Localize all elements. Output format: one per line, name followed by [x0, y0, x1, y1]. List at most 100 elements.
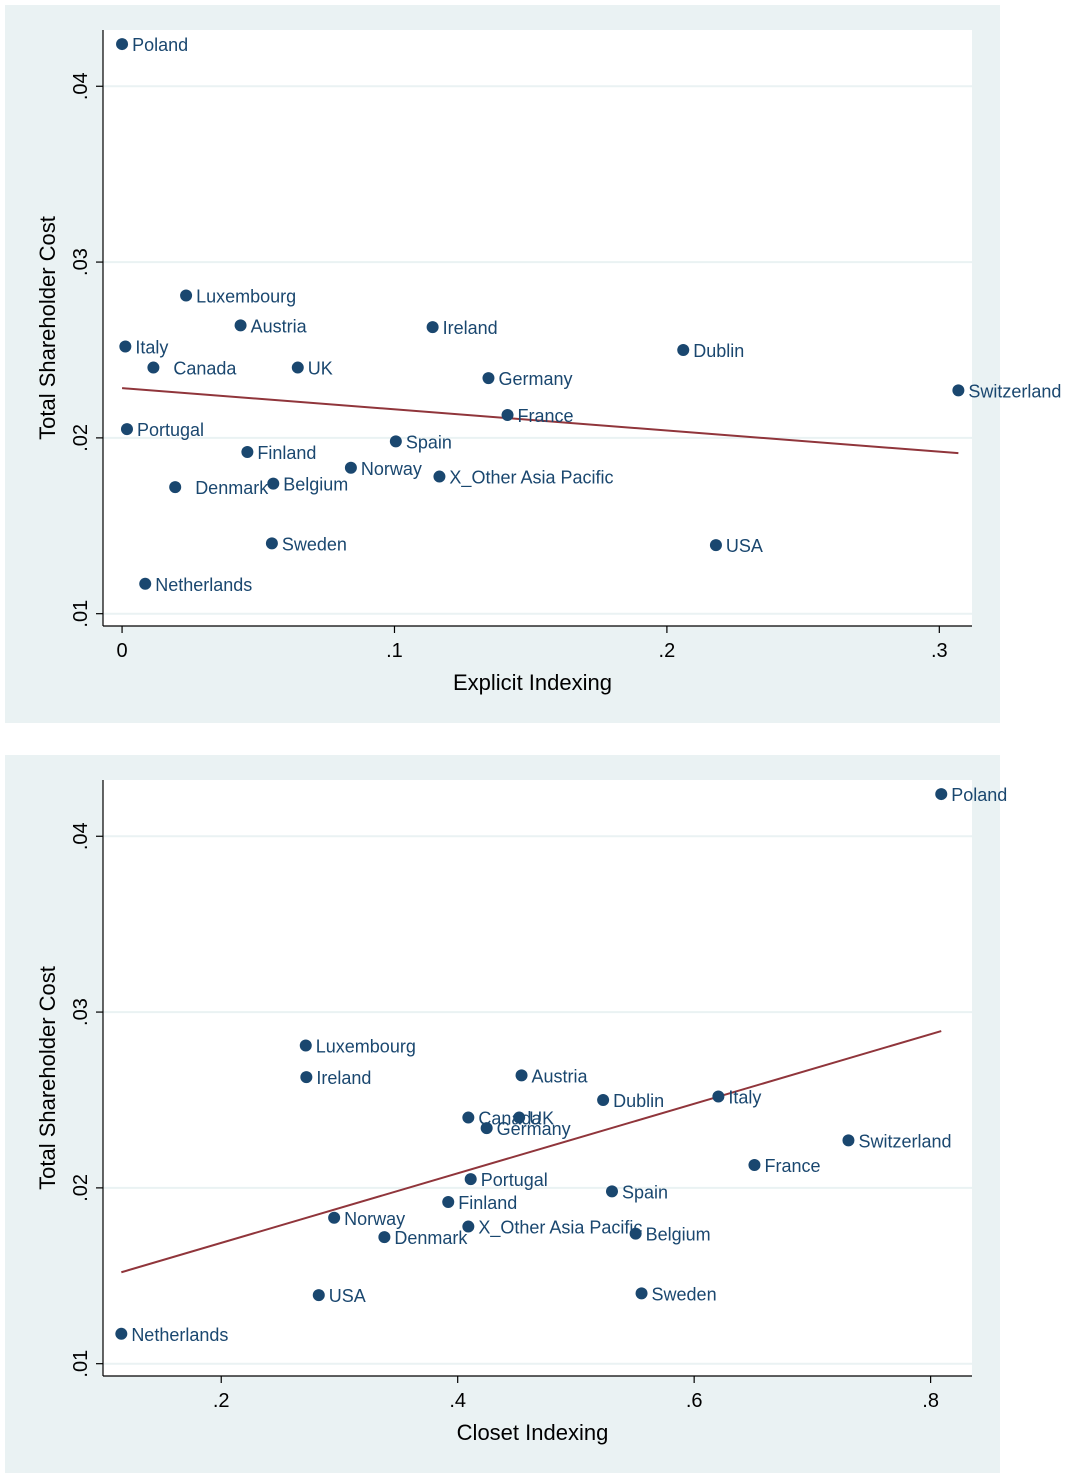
point-label: Ireland — [316, 1068, 371, 1088]
data-point — [433, 470, 446, 483]
point-label: X_Other Asia Pacific — [478, 1218, 642, 1239]
data-point — [267, 477, 280, 490]
plot-area — [103, 30, 972, 626]
data-point — [180, 289, 193, 302]
y-tick-label: .04 — [70, 72, 92, 100]
data-point — [709, 539, 722, 552]
point-label: Italy — [728, 1087, 761, 1107]
x-tick-label: .8 — [922, 1390, 939, 1412]
data-point — [300, 1071, 313, 1084]
point-label: Luxembourg — [196, 286, 296, 306]
data-point — [482, 372, 495, 385]
data-point — [462, 1220, 475, 1233]
point-label: Finland — [257, 443, 316, 463]
point-label: Ireland — [443, 318, 498, 338]
data-point — [952, 384, 965, 397]
point-label: Germany — [497, 1119, 571, 1139]
data-point — [116, 38, 129, 51]
data-point — [501, 409, 514, 422]
data-point — [328, 1211, 341, 1224]
data-point — [291, 361, 304, 374]
point-label: Italy — [135, 337, 168, 357]
point-label: Portugal — [481, 1170, 548, 1190]
point-label: France — [764, 1156, 820, 1176]
data-point — [748, 1159, 761, 1172]
data-point — [344, 461, 357, 474]
point-label: Germany — [498, 369, 572, 389]
y-tick-label: .01 — [70, 600, 92, 628]
data-point — [299, 1039, 312, 1052]
fitted-line — [121, 1030, 942, 1274]
data-point — [265, 537, 278, 550]
y-tick-label: .03 — [70, 998, 92, 1026]
data-point — [426, 321, 439, 334]
data-point — [312, 1289, 325, 1302]
data-point — [712, 1090, 725, 1103]
data-point — [389, 435, 402, 448]
point-label: UK — [308, 359, 333, 379]
data-point — [169, 481, 182, 494]
data-point — [462, 1111, 475, 1124]
point-label: Austria — [532, 1066, 589, 1086]
data-point — [120, 423, 133, 436]
x-tick-label: .1 — [386, 640, 403, 662]
data-point — [464, 1173, 477, 1186]
point-label: Dublin — [613, 1091, 664, 1111]
point-label: UK — [529, 1109, 554, 1129]
data-point — [241, 445, 254, 458]
x-tick-label: .2 — [213, 1390, 230, 1412]
x-tick-label: .4 — [449, 1390, 466, 1412]
fitted-line — [121, 387, 959, 455]
point-label: Switzerland — [968, 381, 1061, 401]
y-tick-label: .02 — [70, 1174, 92, 1202]
point-label: Austria — [251, 316, 308, 336]
data-point — [147, 361, 160, 374]
point-label: Switzerland — [858, 1131, 951, 1151]
data-point — [597, 1093, 610, 1106]
data-point — [842, 1134, 855, 1147]
point-label: Sweden — [652, 1284, 717, 1304]
y-axis-title: Total Shareholder Cost — [35, 966, 60, 1190]
y-axis-title: Total Shareholder Cost — [35, 216, 60, 440]
y-tick-label: .03 — [70, 248, 92, 276]
data-point — [234, 319, 247, 332]
data-point — [635, 1287, 648, 1300]
point-label: Spain — [406, 432, 452, 452]
data-point — [378, 1231, 391, 1244]
point-label: Norway — [344, 1209, 405, 1229]
point-label: France — [518, 406, 574, 426]
point-label: Sweden — [282, 534, 347, 554]
point-label: Dublin — [693, 341, 744, 361]
point-label: Finland — [458, 1193, 517, 1213]
data-point — [139, 577, 152, 590]
data-point — [115, 1327, 128, 1340]
point-label: Denmark — [394, 1228, 468, 1248]
point-label: Canada — [173, 359, 237, 379]
point-label: Poland — [132, 35, 188, 55]
point-label: Netherlands — [155, 575, 252, 595]
x-tick-label: 0 — [117, 640, 128, 662]
x-tick-label: .6 — [686, 1390, 703, 1412]
data-point — [515, 1069, 528, 1082]
data-point — [677, 343, 690, 356]
data-point — [935, 788, 948, 801]
x-axis-title: Closet Indexing — [457, 1420, 609, 1445]
data-point — [629, 1227, 642, 1240]
data-point — [442, 1195, 455, 1208]
point-label: Canada — [478, 1109, 542, 1129]
data-point — [119, 340, 132, 353]
point-label: USA — [329, 1286, 366, 1306]
point-label: Norway — [361, 459, 422, 479]
chart-explicit-indexing: .01 .02 .03 .04 0 .1 .2 .3 Explicit Indexing Tota… — [5, 5, 1061, 723]
point-label: Denmark — [195, 478, 269, 498]
data-point — [513, 1111, 526, 1124]
y-tick-label: .01 — [70, 1350, 92, 1378]
point-label: Portugal — [137, 420, 204, 440]
point-label: Luxembourg — [316, 1036, 416, 1056]
y-tick-label: .02 — [70, 424, 92, 452]
x-tick-label: .2 — [659, 640, 676, 662]
point-label: Spain — [622, 1182, 668, 1202]
chart-closet-indexing: .01 .02 .03 .04 .2 .4 .6 .8 Closet Indexing Total… — [5, 755, 1007, 1473]
x-tick-label: .3 — [931, 640, 948, 662]
